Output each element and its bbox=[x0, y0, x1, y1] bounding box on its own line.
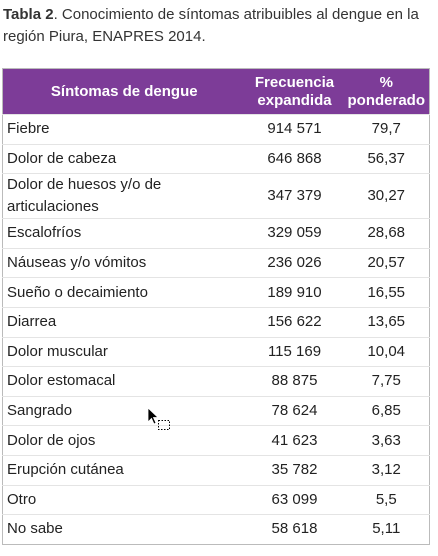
number-cell: 20,57 bbox=[343, 247, 430, 278]
table-row: Dolor de huesos y/o de articulaciones 347… bbox=[2, 173, 430, 219]
table-row: Dolor de ojos 41 623 3,63 bbox=[2, 425, 430, 456]
number-cell: 329 059 bbox=[245, 218, 344, 249]
number-cell: 646 868 bbox=[245, 143, 344, 174]
column-header: % ponderado bbox=[343, 68, 430, 115]
number-cell: 28,68 bbox=[343, 218, 430, 249]
symptom-cell: Diarrea bbox=[2, 306, 246, 338]
number-cell: 10,04 bbox=[343, 336, 430, 367]
symptom-cell: Dolor estomacal bbox=[2, 366, 246, 397]
symptom-cell: Sangrado bbox=[2, 395, 246, 426]
symptom-cell: Dolor de cabeza bbox=[2, 143, 246, 174]
number-cell: 7,75 bbox=[343, 366, 430, 397]
table-row: Náuseas y/o vómitos 236 026 20,57 bbox=[2, 247, 430, 278]
number-cell: 115 169 bbox=[245, 336, 344, 367]
number-cell: 58 618 bbox=[245, 514, 344, 545]
number-cell: 78 624 bbox=[245, 395, 344, 426]
symptom-cell: Fiebre bbox=[2, 114, 246, 145]
symptom-cell: Escalofríos bbox=[2, 218, 246, 249]
number-cell: 63 099 bbox=[245, 484, 344, 515]
symptom-cell: Dolor de huesos y/o de articulaciones bbox=[2, 173, 246, 219]
table-row: Sangrado 78 624 6,85 bbox=[2, 395, 430, 426]
column-header: Síntomas de dengue bbox=[2, 68, 246, 115]
number-cell: 236 026 bbox=[245, 247, 344, 278]
symptom-cell: Náuseas y/o vómitos bbox=[2, 247, 246, 278]
table-row: Dolor estomacal 88 875 7,75 bbox=[2, 366, 430, 397]
symptom-cell: Dolor de ojos bbox=[2, 425, 246, 456]
number-cell: 3,12 bbox=[343, 454, 430, 486]
number-cell: 914 571 bbox=[245, 114, 344, 145]
table-row: Dolor de cabeza 646 868 56,37 bbox=[2, 143, 430, 174]
number-cell: 13,65 bbox=[343, 306, 430, 338]
symptom-cell: Dolor muscular bbox=[2, 336, 246, 367]
number-cell: 41 623 bbox=[245, 425, 344, 456]
number-cell: 6,85 bbox=[343, 395, 430, 426]
number-cell: 156 622 bbox=[245, 306, 344, 338]
table-row: No sabe 58 618 5,11 bbox=[2, 514, 430, 545]
number-cell: 347 379 bbox=[245, 173, 344, 219]
mouse-cursor bbox=[147, 407, 170, 430]
table-body: Fiebre 914 571 79,7 Dolor de cabeza 646 868 5… bbox=[2, 114, 430, 545]
table-row: Otro 63 099 5,5 bbox=[2, 484, 430, 515]
title-text: . Conocimiento de síntomas atribuibles a… bbox=[3, 6, 419, 45]
table-row: Dolor muscular 115 169 10,04 bbox=[2, 336, 430, 367]
number-cell: 189 910 bbox=[245, 277, 344, 308]
table-row: Diarrea 156 622 13,65 bbox=[2, 306, 430, 338]
table-row: Erupción cutánea 35 782 3,12 bbox=[2, 454, 430, 486]
table-row: Escalofríos 329 059 28,68 bbox=[2, 218, 430, 249]
table-title: Tabla 2. Conocimiento de síntomas atribu… bbox=[3, 4, 433, 48]
symptom-cell: Sueño o decaimiento bbox=[2, 277, 246, 308]
number-cell: 16,55 bbox=[343, 277, 430, 308]
number-cell: 56,37 bbox=[343, 143, 430, 174]
number-cell: 79,7 bbox=[343, 114, 430, 145]
table-row: Sueño o decaimiento 189 910 16,55 bbox=[2, 277, 430, 308]
column-header: Frecuencia expandida bbox=[245, 68, 344, 115]
symptom-cell: No sabe bbox=[2, 514, 246, 545]
table-number: Tabla 2 bbox=[3, 6, 54, 23]
table-row: Fiebre 914 571 79,7 bbox=[2, 114, 430, 145]
symptoms-table: Síntomas de dengue Frecuencia expandida% … bbox=[2, 68, 430, 545]
number-cell: 5,5 bbox=[343, 484, 430, 515]
symptom-cell: Erupción cutánea bbox=[2, 454, 246, 486]
number-cell: 5,11 bbox=[343, 514, 430, 545]
symptom-cell: Otro bbox=[2, 484, 246, 515]
number-cell: 30,27 bbox=[343, 173, 430, 219]
number-cell: 3,63 bbox=[343, 425, 430, 456]
header-row: Síntomas de dengue Frecuencia expandida% … bbox=[2, 68, 430, 115]
number-cell: 88 875 bbox=[245, 366, 344, 397]
number-cell: 35 782 bbox=[245, 454, 344, 486]
